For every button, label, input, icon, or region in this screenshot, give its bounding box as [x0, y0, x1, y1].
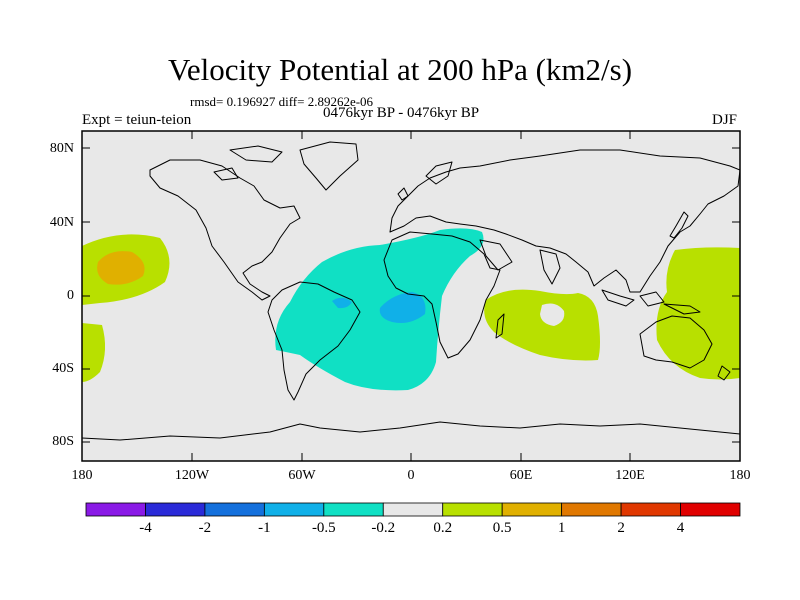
negative-core-brazil	[332, 297, 352, 309]
lon-label-60e: 60E	[509, 468, 533, 483]
colorbar-box-4	[323, 502, 384, 517]
lon-label-120e: 120E	[615, 468, 645, 483]
colorbar-box-8	[561, 502, 622, 517]
season-label: DJF	[712, 112, 738, 128]
coast-north-america	[149, 159, 301, 301]
coastlines	[82, 141, 740, 441]
positive-field-pacific-south	[82, 323, 106, 382]
coast-japan	[669, 211, 689, 239]
colorbar-label-9: 4	[676, 520, 685, 536]
colorbar-label-0: -4	[139, 520, 152, 536]
lon-ticks	[191, 131, 631, 461]
indian-ocean-hole	[540, 303, 565, 326]
colorbar-label-5: 0.2	[433, 520, 453, 536]
colorbar-box-0	[85, 502, 146, 517]
colorbar-label-1: -2	[198, 520, 212, 536]
coast-south-america	[267, 281, 361, 401]
contour-fields	[82, 228, 740, 391]
coast-new-zealand	[717, 365, 731, 381]
coast-africa	[383, 231, 501, 359]
colorbar	[85, 502, 741, 517]
colorbar-box-5	[382, 502, 444, 517]
lon-label-180e: 180	[729, 468, 751, 483]
lat-label-80s: 80S	[52, 434, 74, 449]
colorbar-label-8: 2	[617, 520, 625, 536]
coast-australia	[639, 315, 713, 369]
map-title: Velocity Potential at 200 hPa (km2/s)	[167, 52, 633, 87]
positive-field-west-pacific	[656, 247, 740, 380]
colorbar-box-2	[204, 502, 265, 517]
coast-scandinavia	[397, 161, 453, 201]
coast-eurasia	[389, 149, 740, 293]
colorbar-box-3	[263, 502, 325, 517]
coast-indonesia	[601, 289, 701, 315]
positive-field-indian-ocean	[484, 289, 600, 361]
negative-field-atlantic	[275, 228, 484, 391]
lat-label-80n: 80N	[49, 141, 74, 156]
colorbar-box-1	[145, 502, 206, 517]
lon-label-60w: 60W	[288, 468, 316, 483]
colorbar-box-7	[501, 502, 563, 517]
colorbar-box-6	[442, 502, 503, 517]
lat-label-40s: 40S	[52, 361, 74, 376]
lat-ticks	[82, 147, 740, 443]
lon-label-0: 0	[407, 468, 415, 483]
lon-label-120w: 120W	[174, 468, 210, 483]
coast-arabia-india	[479, 239, 561, 285]
lat-label-40n: 40N	[49, 215, 74, 230]
stats-line: rmsd= 0.196927 diff= 2.89262e-06	[190, 94, 374, 109]
positive-core-pacific	[97, 251, 145, 285]
coast-antarctica	[82, 421, 740, 441]
experiment-label: Expt = teiun-teion	[82, 112, 192, 128]
negative-core-africa	[379, 292, 426, 323]
period-label: 0476kyr BP - 0476kyr BP	[323, 105, 480, 121]
colorbar-label-7: 1	[557, 520, 566, 536]
colorbar-label-3: -0.5	[311, 520, 336, 536]
colorbar-label-6: 0.5	[492, 520, 512, 536]
colorbar-box-10	[680, 502, 741, 517]
coast-madagascar	[495, 313, 505, 339]
colorbar-box-9	[620, 502, 681, 517]
coast-arctic-islands	[213, 145, 283, 181]
coast-greenland	[299, 141, 359, 191]
colorbar-label-2: -1	[258, 520, 271, 536]
lat-label-eq: 0	[67, 288, 74, 303]
lon-label-180w: 180	[71, 468, 93, 483]
colorbar-label-4: -0.2	[371, 520, 396, 536]
